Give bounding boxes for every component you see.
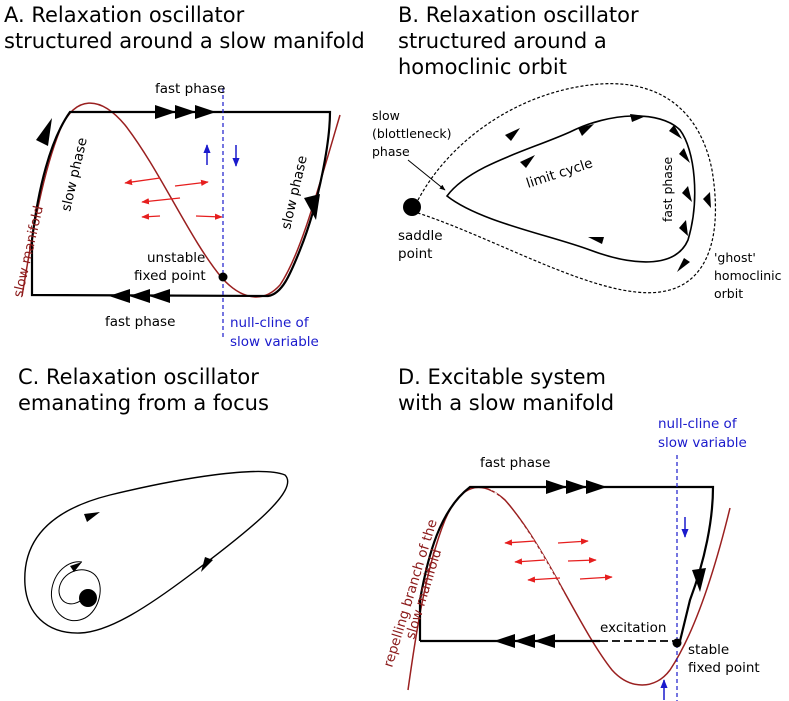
spiral-arrow (70, 562, 82, 572)
label-slow-phase-left: slow phase (58, 136, 90, 213)
label-ghost-line1: 'ghost' (714, 250, 756, 265)
panel-a-title-line1: A. Relaxation oscillator (4, 3, 245, 27)
panel-c-title-line2: emanating from a focus (18, 391, 269, 415)
flow-arrows-a (124, 177, 223, 220)
label-nullcline-a-line2: slow variable (230, 334, 319, 350)
panel-c-title-line1: C. Relaxation oscillator (18, 365, 259, 389)
limit-cycle-b (445, 115, 696, 263)
repelling-branch-dash (479, 481, 581, 631)
fast-phase-d-arrows (546, 480, 607, 494)
label-stable-line2: fixed point (688, 660, 760, 676)
label-unstable-line2: fixed point (134, 268, 206, 284)
slow-phase-pointer (407, 159, 446, 191)
slow-manifold-curve (21, 102, 341, 298)
limit-cycle-d (418, 485, 715, 642)
label-nullcline-d-line2: slow variable (658, 435, 747, 451)
focus-point (79, 589, 97, 607)
label-slow-line2: (blottleneck) (372, 126, 452, 141)
label-ghost-line2: homoclinic (714, 268, 782, 283)
orbit-arrows-b (505, 114, 711, 272)
flow-arrows-d (504, 538, 613, 583)
label-saddle-line2: point (398, 246, 432, 262)
limit-cycle-a (30, 110, 332, 298)
label-fast-phase-b: fast phase (660, 157, 675, 222)
focus-spiral (50, 561, 101, 622)
panel-b-title-line2: structured around a (398, 29, 607, 53)
label-nullcline-d-line1: null-cline of (658, 416, 738, 432)
panel-c: C. Relaxation oscillator emanating from … (18, 365, 289, 634)
saddle-point (403, 198, 421, 216)
bottom-arrows-d (494, 634, 555, 648)
arrow-c-right (201, 557, 213, 572)
arrow-c-top (84, 512, 100, 522)
slow-manifold-curve-d (407, 486, 731, 691)
slow-phase-left-arrow (36, 118, 52, 146)
label-ghost-line3: orbit (714, 286, 743, 301)
slow-phase-right-arrow (304, 194, 320, 220)
label-slow-phase-right: slow phase (278, 154, 310, 231)
unstable-fixed-point (218, 272, 228, 282)
label-slow-manifold: slow manifold (10, 204, 47, 299)
stable-fixed-point (672, 638, 682, 648)
label-excitation: excitation (600, 620, 666, 636)
label-nullcline-a-line1: null-cline of (230, 315, 310, 331)
ghost-homoclinic-orbit (417, 83, 717, 294)
label-stable-line1: stable (688, 642, 729, 658)
label-fast-phase-d: fast phase (480, 455, 550, 471)
panel-a: A. Relaxation oscillator structured arou… (4, 3, 365, 350)
label-fast-phase-bottom: fast phase (105, 314, 175, 330)
label-fast-phase-top: fast phase (155, 81, 225, 97)
label-slow-line3: phase (372, 144, 410, 159)
label-saddle-line1: saddle (398, 228, 443, 244)
limit-cycle-c (24, 470, 289, 634)
label-unstable-line1: unstable (147, 250, 205, 266)
slow-phase-d-arrow (692, 568, 706, 592)
panel-b: B. Relaxation oscillator structured arou… (372, 3, 782, 301)
panel-b-title-line3: homoclinic orbit (398, 55, 567, 79)
label-limit-cycle: limit cycle (524, 155, 594, 192)
label-slow-line1: slow (372, 108, 400, 123)
fast-phase-top-arrows (155, 105, 216, 119)
fast-phase-bottom-arrows (109, 289, 170, 303)
panel-d: D. Excitable system with a slow manifold (381, 365, 760, 701)
panel-d-title-line2: with a slow manifold (398, 391, 614, 415)
panel-a-title-line2: structured around a slow manifold (4, 29, 365, 53)
panel-d-title-line1: D. Excitable system (398, 365, 606, 389)
panel-b-title-line1: B. Relaxation oscillator (398, 3, 639, 27)
